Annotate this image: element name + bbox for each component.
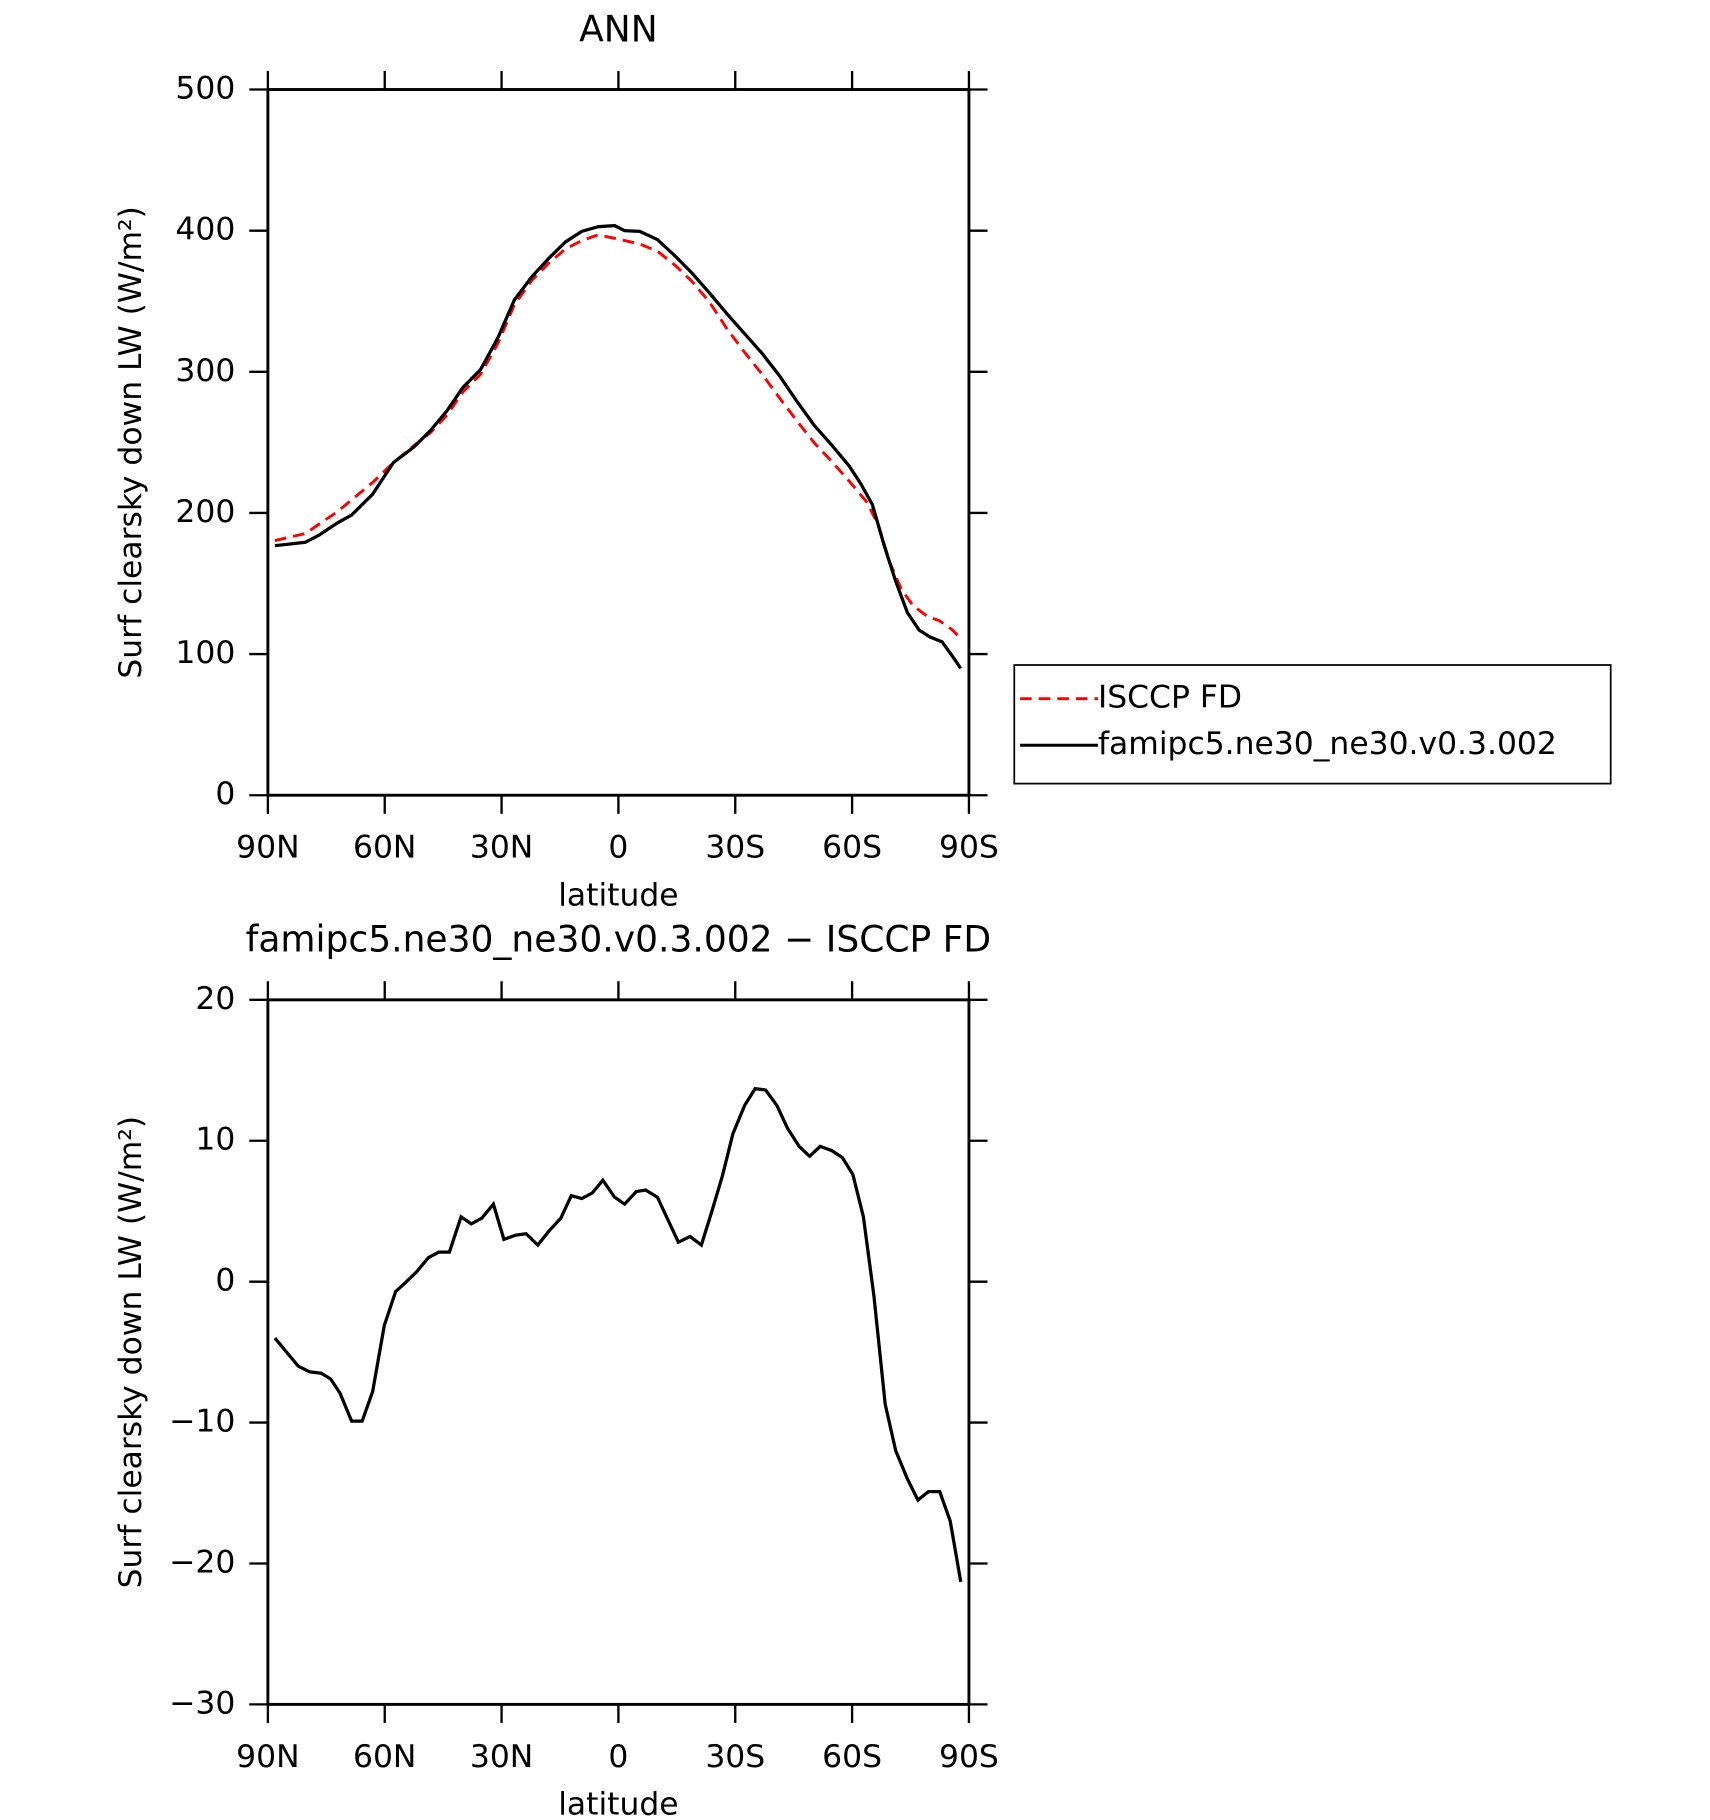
y-tick-label: 0	[215, 1263, 235, 1299]
legend: ISCCP FD famipc5.ne30_ne30.v0.3.002	[1013, 664, 1612, 785]
x-tick-label: 30S	[705, 830, 765, 866]
y-tick-label: 300	[175, 353, 235, 389]
x-tick-label: 60N	[353, 830, 416, 866]
y-tick-label: 10	[195, 1122, 235, 1158]
panel: ANN latitude Surf clearsky down LW (W/m²) 0…	[113, 9, 1612, 913]
x-tick-label: 30N	[470, 830, 533, 866]
legend-label: famipc5.ne30_ne30.v0.3.002	[1098, 726, 1557, 762]
y-tick-label: 100	[175, 635, 235, 671]
plot-frame	[266, 998, 971, 1706]
x-tick-label: 90S	[939, 1739, 999, 1775]
plot-frame	[266, 88, 971, 797]
y-axis-label: Surf clearsky down LW (W/m²)	[113, 206, 149, 678]
chart-title: ANN	[579, 9, 658, 50]
x-axis-label: latitude	[558, 877, 678, 913]
y-tick-label: −20	[169, 1544, 235, 1580]
x-tick-label: 60S	[822, 830, 882, 866]
panel: famipc5.ne30_ne30.v0.3.002 − ISCCP FD lat…	[113, 920, 999, 1820]
y-tick-label: 200	[175, 494, 235, 530]
x-tick-label: 90N	[236, 830, 299, 866]
data-line	[273, 1086, 963, 1583]
legend-label: ISCCP FD	[1098, 680, 1242, 716]
x-tick-label: 0	[608, 1739, 628, 1775]
legend-box	[1013, 664, 1612, 785]
chart-title: famipc5.ne30_ne30.v0.3.002 − ISCCP FD	[246, 920, 992, 961]
data-line	[274, 223, 963, 670]
x-tick-label: 60S	[822, 1739, 882, 1775]
y-tick-label: −10	[169, 1404, 235, 1440]
y-tick-label: 500	[175, 71, 235, 107]
x-tick-label: 30N	[470, 1739, 533, 1775]
y-tick-label: −30	[169, 1685, 235, 1721]
x-tick-label: 90S	[939, 830, 999, 866]
x-tick-label: 90N	[236, 1739, 299, 1775]
data-line	[274, 233, 963, 641]
y-axis-label: Surf clearsky down LW (W/m²)	[113, 1116, 149, 1589]
x-tick-label: 0	[608, 830, 628, 866]
y-tick-label: 400	[175, 212, 235, 248]
x-tick-label: 60N	[353, 1739, 416, 1775]
y-tick-label: 0	[215, 776, 235, 812]
y-tick-label: 20	[195, 981, 235, 1017]
x-tick-label: 30S	[705, 1739, 765, 1775]
x-axis-label: latitude	[558, 1787, 678, 1816]
